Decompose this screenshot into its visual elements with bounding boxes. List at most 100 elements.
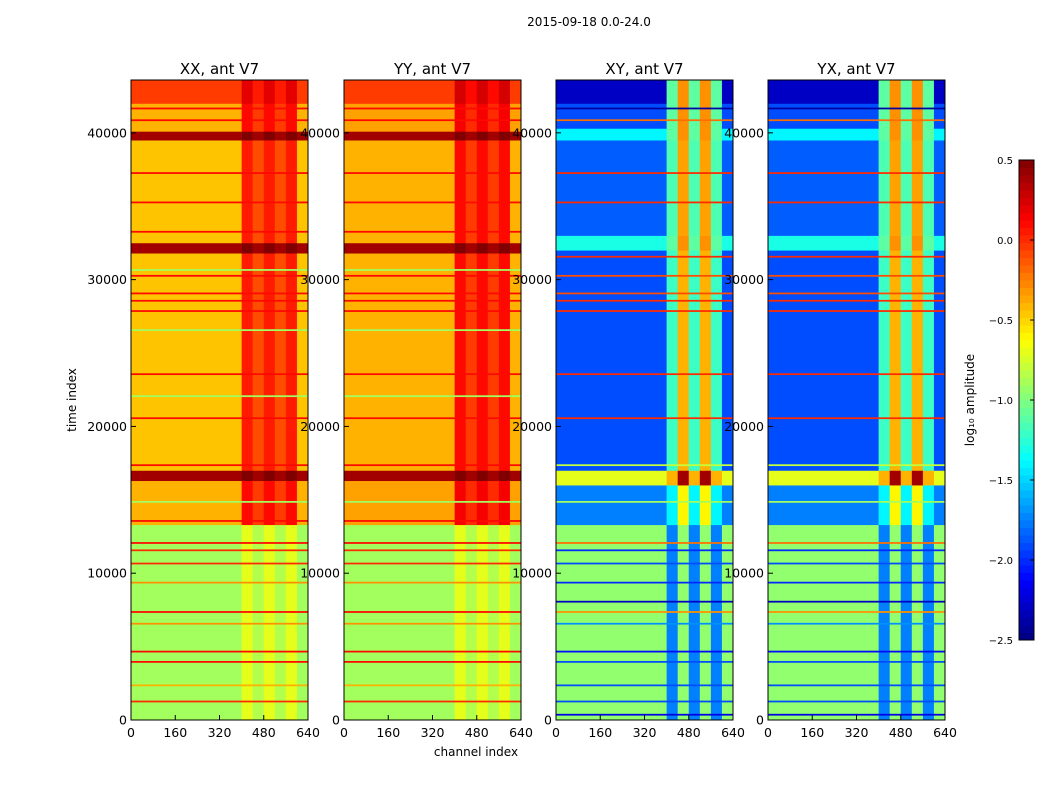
heatmap-cell xyxy=(677,103,690,129)
heatmap-cell xyxy=(476,140,489,244)
y-tick-label: 20000 xyxy=(724,419,764,434)
heatmap-cell xyxy=(241,242,253,254)
colorbar-segment xyxy=(1019,362,1034,371)
heatmap-row-line xyxy=(556,549,733,552)
x-tick-label: 320 xyxy=(845,725,869,740)
heatmap-row-line xyxy=(344,230,521,233)
heatmap-cell xyxy=(889,470,902,486)
heatmap-cell xyxy=(476,103,489,132)
heatmap-row-line xyxy=(131,622,308,625)
y-tick-label: 0 xyxy=(756,713,764,728)
heatmap-cell xyxy=(344,131,455,141)
heatmap-cell xyxy=(454,140,466,244)
heatmap-cell xyxy=(285,524,298,721)
heatmap-cell xyxy=(454,131,466,141)
heatmap-row-line xyxy=(131,581,308,584)
heatmap-cell xyxy=(922,250,935,471)
heatmap-cell xyxy=(721,128,734,141)
heatmap-row-line xyxy=(131,700,308,703)
heatmap-cell xyxy=(699,80,712,104)
colorbar-segment xyxy=(1019,295,1034,303)
heatmap-cell xyxy=(296,140,309,244)
heatmap-row-line xyxy=(768,650,945,653)
heatmap-row-line xyxy=(556,274,733,277)
heatmap-cell xyxy=(556,140,667,236)
heatmap-cell xyxy=(900,140,913,236)
heatmap-row-line xyxy=(344,562,521,565)
colorbar-segment xyxy=(1019,355,1034,363)
heatmap-cell xyxy=(768,140,879,236)
heatmap-cell xyxy=(556,470,667,486)
heatmap-cell xyxy=(498,131,511,141)
heatmap-row-line xyxy=(344,660,521,663)
heatmap-cell xyxy=(922,235,935,251)
heatmap-cell xyxy=(710,470,723,486)
x-tick-label: 0 xyxy=(764,725,772,740)
y-tick-label: 0 xyxy=(332,713,340,728)
y-tick-label: 0 xyxy=(119,713,127,728)
colorbar-segment xyxy=(1019,490,1034,498)
x-tick-label: 160 xyxy=(588,725,612,740)
heatmap-cell xyxy=(498,242,511,254)
heatmap-row-line xyxy=(768,581,945,584)
heatmap-cell xyxy=(285,140,298,244)
heatmap-cell xyxy=(131,524,242,721)
colorbar-segment xyxy=(1019,265,1034,273)
heatmap-row-line xyxy=(768,464,945,467)
heatmap-row-line xyxy=(768,292,945,295)
heatmap-cell xyxy=(509,103,522,132)
heatmap-cell xyxy=(263,470,276,482)
heatmap-cell xyxy=(677,140,690,236)
heatmap-cell xyxy=(911,470,924,486)
heatmap-cell xyxy=(688,128,701,141)
heatmap-cell xyxy=(889,128,902,141)
heatmap-row-line xyxy=(131,684,308,687)
heatmap-cell xyxy=(487,140,500,244)
heatmap-cell xyxy=(454,242,466,254)
colorbar-segment xyxy=(1019,310,1034,318)
heatmap-cell xyxy=(498,480,511,526)
heatmap-cell xyxy=(699,140,712,236)
heatmap-cell xyxy=(241,103,253,132)
heatmap-cell xyxy=(699,470,712,486)
heatmap-row-line xyxy=(556,581,733,584)
heatmap-cell xyxy=(710,485,723,526)
heatmap-cell xyxy=(768,235,879,251)
heatmap-row-line xyxy=(556,119,733,122)
colorbar-segment xyxy=(1019,475,1034,483)
heatmap-cell xyxy=(252,103,265,132)
heatmap-row-line xyxy=(556,373,733,376)
colorbar-segment xyxy=(1019,557,1034,566)
heatmap-cell xyxy=(285,80,298,104)
heatmap-row-line xyxy=(344,201,521,204)
heatmap-row-line xyxy=(768,611,945,613)
heatmap-cell xyxy=(699,524,712,721)
x-tick-label: 640 xyxy=(509,725,533,740)
heatmap-row-line xyxy=(768,660,945,663)
heatmap-row-line xyxy=(344,520,521,522)
heatmap-cell xyxy=(252,80,265,104)
heatmap-cell xyxy=(454,470,466,482)
heatmap-cell xyxy=(710,80,723,104)
heatmap-row-line xyxy=(768,299,945,302)
heatmap-cell xyxy=(889,140,902,236)
heatmap-cell xyxy=(274,80,287,104)
heatmap-cell xyxy=(556,235,667,251)
heatmap-row-line xyxy=(556,650,733,653)
heatmap-cell xyxy=(556,250,667,471)
heatmap-row-line xyxy=(131,395,308,398)
heatmap-cell xyxy=(274,131,287,141)
heatmap-cell xyxy=(296,470,309,482)
colorbar-segment xyxy=(1019,175,1034,183)
x-tick-label: 320 xyxy=(421,725,445,740)
heatmap-row-line xyxy=(768,255,945,258)
heatmap-cell xyxy=(878,140,890,236)
heatmap-cell xyxy=(476,524,489,721)
heatmap-cell xyxy=(131,80,242,104)
heatmap-row-line xyxy=(768,562,945,565)
heatmap-cell xyxy=(263,253,276,471)
heatmap-cell xyxy=(878,128,890,141)
heatmap-cell xyxy=(476,470,489,482)
heatmap-cell xyxy=(487,524,500,721)
x-tick-label: 320 xyxy=(208,725,232,740)
